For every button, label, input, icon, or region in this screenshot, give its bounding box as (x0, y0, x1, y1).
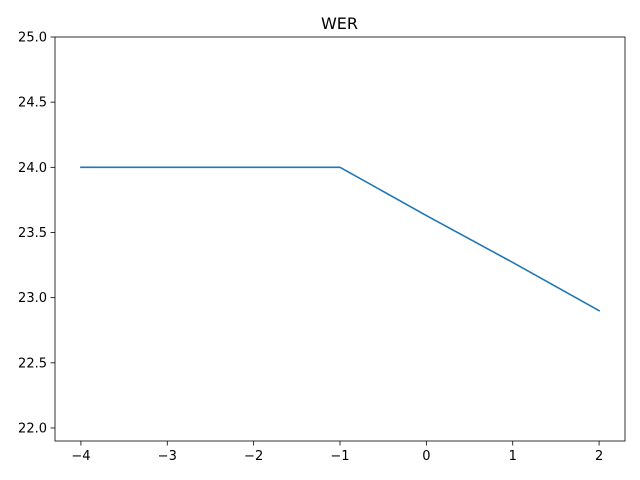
series-line (80, 166, 601, 312)
x-tick-label: 1 (509, 449, 517, 464)
y-tick-label: 24.5 (18, 96, 47, 111)
x-tick-label: −1 (330, 449, 349, 464)
y-tick-label: 23.5 (18, 226, 47, 241)
x-tick-label: 2 (595, 449, 603, 464)
y-tick-label: 24.0 (18, 161, 47, 176)
x-tick-label: −2 (244, 449, 263, 464)
y-tick-label: 22.0 (18, 421, 47, 436)
plot-frame (54, 36, 626, 442)
y-tick-label: 23.0 (18, 291, 47, 306)
x-tick-label: −4 (71, 449, 90, 464)
x-tick-label: 0 (422, 449, 430, 464)
x-tick-label: −3 (158, 449, 177, 464)
plot-area (54, 36, 626, 442)
y-tick-label: 25.0 (18, 31, 47, 46)
chart-title: WER (321, 14, 358, 33)
x-axis: −4 −3 −2 −1 0 1 2 (71, 441, 603, 464)
series-group (80, 166, 601, 312)
y-axis: 22.0 22.5 23.0 23.5 24.0 24.5 25.0 (18, 31, 55, 436)
y-tick-label: 22.5 (18, 356, 47, 371)
